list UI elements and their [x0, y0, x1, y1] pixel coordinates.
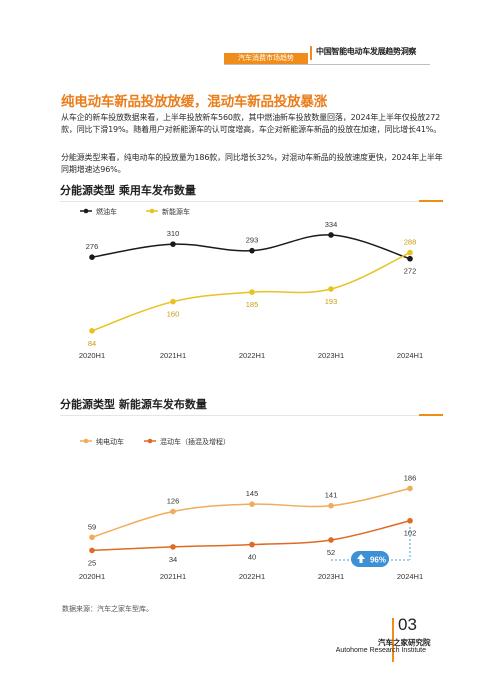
- data-point: [328, 537, 334, 543]
- data-label: 193: [325, 297, 338, 306]
- data-label: 145: [246, 489, 259, 498]
- data-label: 272: [404, 267, 417, 276]
- data-point: [89, 254, 95, 260]
- paragraph-2: 分能源类型来看，纯电动车的投放量为186款，同比增长32%，对混动车新品的投放速…: [61, 153, 443, 174]
- data-point: [249, 541, 255, 548]
- section-rule: [60, 201, 443, 202]
- data-point: [170, 298, 176, 305]
- legend-swatch-marker: [83, 208, 89, 214]
- data-label: 25: [88, 558, 96, 567]
- page-number-bar: [392, 618, 394, 662]
- data-point: [407, 255, 413, 262]
- x-tick-label: 2022H1: [239, 572, 265, 581]
- x-tick-label: 2021H1: [160, 572, 186, 581]
- report-title: 中国智能电动车发展趋势洞察: [316, 47, 417, 56]
- header-accent-bar: [310, 46, 312, 60]
- page-header: 汽车消费市场趋势 中国智能电动车发展趋势洞察: [0, 40, 500, 66]
- data-label: 186: [404, 473, 417, 482]
- data-point: [89, 534, 95, 541]
- org-name-en: Autohome Research Institute: [335, 647, 426, 654]
- data-label: 160: [167, 310, 180, 319]
- legend-label: 新能源车: [162, 207, 190, 216]
- data-point: [328, 502, 334, 509]
- arrow-up-icon: [357, 554, 365, 563]
- x-tick-label: 2024H1: [397, 572, 423, 581]
- data-point: [407, 517, 413, 524]
- x-tick-label: 2022H1: [239, 351, 265, 360]
- data-label: 334: [325, 220, 338, 229]
- legend-swatch-marker: [149, 208, 155, 214]
- x-tick-label: 2023H1: [318, 572, 344, 581]
- data-point: [407, 485, 413, 492]
- section-title-nev: 分能源类型 新能源车发布数量: [60, 398, 207, 411]
- data-label: 34: [169, 555, 177, 564]
- data-point: [89, 547, 95, 554]
- data-label: 141: [325, 491, 338, 500]
- legend-swatch-marker: [83, 438, 89, 444]
- section-rule-accent: [419, 414, 443, 416]
- page-title: 纯电动车新品投放放缓，混动车新品投放暴涨: [61, 94, 327, 110]
- section-title-passenger: 分能源类型 乘用车发布数量: [60, 184, 196, 197]
- x-tick-label: 2024H1: [397, 351, 423, 360]
- legend-label: 燃油车: [96, 207, 117, 216]
- legend-label: 纯电动车: [96, 437, 124, 446]
- data-point: [170, 544, 176, 550]
- org-name-cn: 汽车之家研究院: [378, 638, 431, 647]
- data-label: 276: [86, 242, 99, 251]
- x-tick-label: 2020H1: [79, 572, 105, 581]
- data-point: [328, 286, 334, 292]
- data-point: [407, 249, 413, 256]
- header-rule: [224, 64, 430, 65]
- data-point: [328, 232, 334, 238]
- data-label: 293: [246, 236, 259, 245]
- data-point: [170, 508, 176, 515]
- data-label: 288: [404, 238, 417, 247]
- data-label: 126: [167, 496, 180, 505]
- data-point: [170, 241, 176, 247]
- data-source: 数据来源：汽车之家车型库。: [62, 605, 153, 613]
- data-label: 59: [88, 522, 96, 531]
- x-tick-label: 2023H1: [318, 351, 344, 360]
- data-point: [89, 328, 95, 334]
- section-rule-accent: [419, 200, 443, 202]
- paragraph-1: 从车企的新车投放数据来看，上半年投放新车560款，其中燃油新车投放数量回落，20…: [61, 113, 442, 134]
- data-point: [249, 501, 255, 507]
- data-point: [249, 289, 255, 295]
- page-number: 03: [398, 615, 417, 634]
- data-label: 102: [404, 529, 417, 538]
- section-rule: [60, 415, 443, 416]
- data-label: 84: [88, 339, 96, 348]
- x-tick-label: 2020H1: [79, 351, 105, 360]
- x-tick-label: 2021H1: [160, 351, 186, 360]
- growth-badge-label: 96%: [370, 556, 386, 565]
- data-label: 185: [246, 300, 259, 309]
- data-label: 52: [327, 548, 335, 557]
- header-tag: 汽车消费市场趋势: [224, 53, 308, 64]
- legend-label: 混动车（插混及增程）: [160, 437, 230, 446]
- data-point: [249, 247, 255, 254]
- legend-swatch-marker: [147, 438, 153, 444]
- data-label: 40: [248, 553, 256, 562]
- data-label: 310: [167, 229, 180, 238]
